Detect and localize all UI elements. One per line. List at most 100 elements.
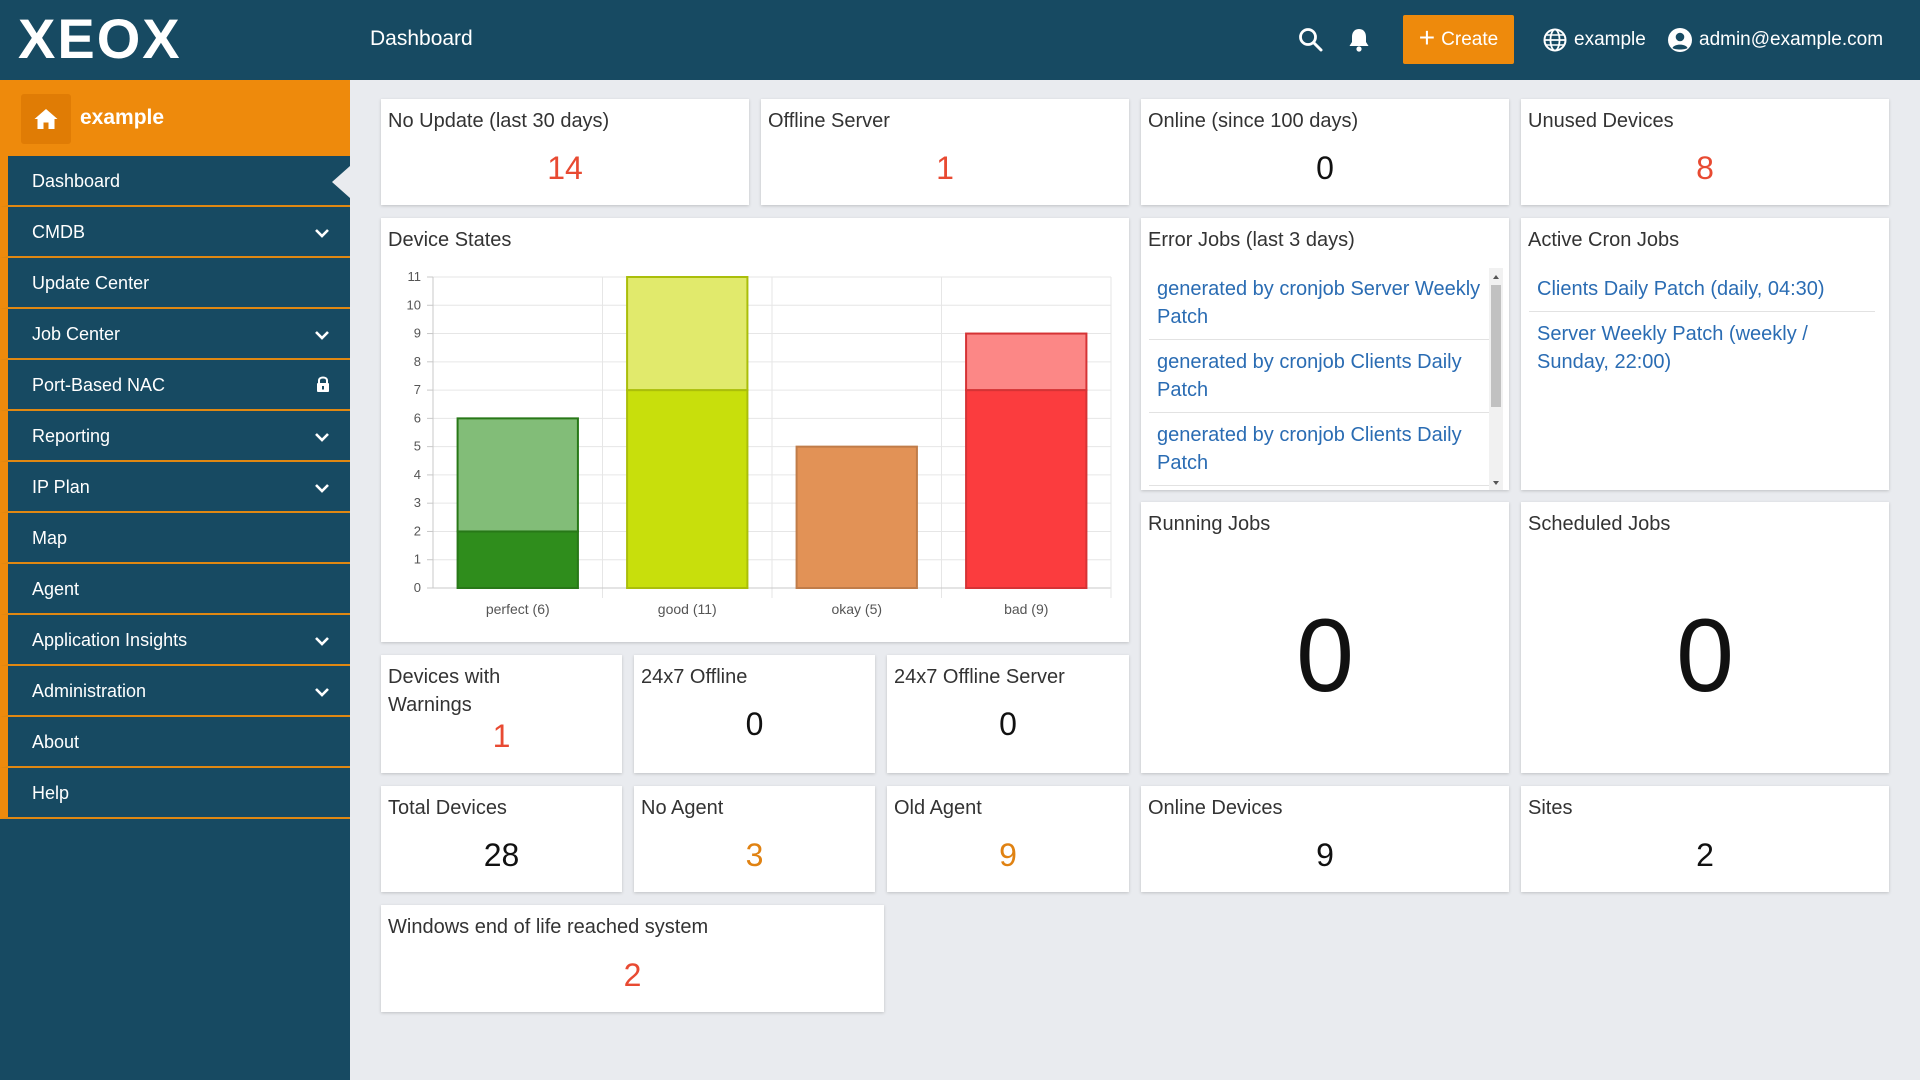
sidebar-item-agent[interactable]: Agent: [0, 564, 350, 615]
widget-scheduled-jobs[interactable]: Scheduled Jobs 0: [1521, 502, 1889, 773]
cron-job-link[interactable]: Clients Daily Patch (daily, 04:30): [1529, 267, 1875, 312]
sidebar-item-label: Application Insights: [32, 630, 188, 650]
y-tick-label: 5: [414, 439, 421, 454]
top-bar: XEOX Dashboard + Create example admin@ex…: [0, 0, 1920, 80]
y-tick-label: 8: [414, 354, 421, 369]
x-tick-label: okay (5): [831, 601, 882, 617]
widget-title: Sites: [1528, 797, 1573, 819]
widget-sites[interactable]: Sites 2: [1521, 786, 1889, 892]
widget-value: 9: [1316, 837, 1334, 873]
sidebar-item-application-insights[interactable]: Application Insights: [0, 615, 350, 666]
sidebar-nav: Dashboard CMDB Update Center Job Center …: [0, 156, 350, 819]
widget-windows-eol[interactable]: Windows end of life reached system 2: [381, 905, 884, 1012]
sidebar-item-administration[interactable]: Administration: [0, 666, 350, 717]
y-tick-label: 6: [414, 410, 421, 425]
sidebar-item-reporting[interactable]: Reporting: [0, 411, 350, 462]
widget-title: Running Jobs: [1148, 513, 1271, 535]
organization-selector[interactable]: example: [1542, 25, 1646, 55]
home-icon: [34, 109, 58, 129]
widget-devices-with-warnings[interactable]: Devices with Warnings 1: [381, 655, 622, 773]
y-tick-label: 3: [414, 495, 421, 510]
y-tick-label: 2: [414, 523, 421, 538]
y-tick-label: 9: [414, 326, 421, 341]
y-tick-label: 1: [414, 552, 421, 567]
cron-job-link[interactable]: Server Weekly Patch (weekly / Sunday, 22…: [1537, 323, 1808, 373]
widget-title: No Update (last 30 days): [388, 110, 610, 132]
user-menu[interactable]: admin@example.com: [1667, 25, 1883, 55]
sidebar-item-job-center[interactable]: Job Center: [0, 309, 350, 360]
widget-old-agent[interactable]: Old Agent 9: [887, 786, 1129, 892]
sidebar-item-ip-plan[interactable]: IP Plan: [0, 462, 350, 513]
user-avatar-icon: [1668, 28, 1692, 52]
widget-title: Old Agent: [894, 797, 982, 819]
widget-no-update[interactable]: No Update (last 30 days) 14: [381, 99, 749, 205]
widget-value: 2: [1696, 837, 1714, 873]
widget-title: Unused Devices: [1528, 110, 1674, 132]
widget-running-jobs[interactable]: Running Jobs 0: [1141, 502, 1509, 773]
widget-title: 24x7 Offline Server: [894, 666, 1065, 688]
widget-title: Device States: [388, 229, 512, 251]
widget-title: Online Devices: [1148, 797, 1283, 819]
chevron-down-icon: [315, 433, 329, 442]
create-button[interactable]: + Create: [1403, 15, 1514, 64]
active-indicator: [332, 166, 350, 198]
widget-error-jobs: Error Jobs (last 3 days) generated by cr…: [1141, 218, 1509, 490]
sidebar-item-about[interactable]: About: [0, 717, 350, 768]
lock-icon: [317, 376, 329, 392]
home-button[interactable]: [21, 94, 71, 144]
chart-bar-bad: [965, 332, 1088, 392]
organization-header: example: [0, 80, 350, 156]
widget-title: Error Jobs (last 3 days): [1148, 229, 1355, 251]
xeox-logo[interactable]: XEOX: [18, 14, 223, 64]
widget-value: 2: [623, 957, 642, 993]
notification-bell-icon[interactable]: [1345, 26, 1373, 54]
sidebar-item-port-based-nac[interactable]: Port-Based NAC: [0, 360, 350, 411]
widget-active-cron-jobs: Active Cron Jobs Clients Daily Patch (da…: [1521, 218, 1889, 490]
widget-total-devices[interactable]: Total Devices 28: [381, 786, 622, 892]
chart-bar-perfect: [456, 417, 579, 533]
sidebar-item-label: Update Center: [32, 273, 150, 293]
sidebar-item-label: Job Center: [32, 324, 121, 344]
widget-online-since[interactable]: Online (since 100 days) 0: [1141, 99, 1509, 205]
sidebar-item-dashboard[interactable]: Dashboard: [0, 156, 350, 207]
chevron-down-icon: [315, 229, 329, 238]
widget-title: Scheduled Jobs: [1528, 513, 1671, 535]
widget-24x7-offline-server[interactable]: 24x7 Offline Server 0: [887, 655, 1129, 773]
widget-value: 0: [1296, 598, 1354, 714]
widget-title: Windows end of life reached system: [388, 916, 709, 938]
y-tick-label: 7: [414, 382, 421, 397]
create-button-label: Create: [1441, 28, 1499, 50]
search-icon[interactable]: [1297, 26, 1325, 54]
y-tick-label: 0: [414, 580, 421, 595]
sidebar-item-help[interactable]: Help: [0, 768, 350, 819]
error-jobs-list: generated by cronjob Server Weekly Patch…: [1149, 267, 1501, 493]
error-job-link[interactable]: generated by cronjob Server Weekly Patch: [1149, 267, 1501, 340]
widget-value: 1: [492, 718, 511, 754]
sidebar-item-label: Administration: [32, 681, 147, 701]
chevron-down-icon: [315, 484, 329, 493]
chart-bar-okay: [795, 445, 918, 589]
organization-label: example: [1574, 29, 1646, 50]
sidebar-item-label: Port-Based NAC: [32, 375, 166, 395]
sidebar-item-update-center[interactable]: Update Center: [0, 258, 350, 309]
widget-title: Devices with Warnings: [388, 666, 501, 716]
sidebar-item-cmdb[interactable]: CMDB: [0, 207, 350, 258]
widget-unused-devices[interactable]: Unused Devices 8: [1521, 99, 1889, 205]
error-job-link[interactable]: generated by cronjob Clients Daily Patch: [1149, 413, 1501, 486]
widget-value: 0: [1676, 598, 1734, 714]
widget-title: Active Cron Jobs: [1528, 229, 1680, 251]
sidebar-item-label: Map: [32, 528, 68, 548]
sidebar-item-map[interactable]: Map: [0, 513, 350, 564]
y-tick-label: 10: [407, 297, 421, 312]
error-job-link[interactable]: generated by cronjob Clients Daily Patch: [1149, 340, 1501, 413]
widget-offline-server[interactable]: Offline Server 1: [761, 99, 1129, 205]
widget-online-devices[interactable]: Online Devices 9: [1141, 786, 1509, 892]
x-tick-label: perfect (6): [486, 601, 550, 617]
widget-24x7-offline[interactable]: 24x7 Offline 0: [634, 655, 875, 773]
sidebar: example Dashboard CMDB Update Center Job…: [0, 80, 350, 1080]
error-jobs-scrollbar[interactable]: [1489, 268, 1503, 490]
widget-no-agent[interactable]: No Agent 3: [634, 786, 875, 892]
widget-value: 0: [999, 706, 1017, 742]
x-tick-label: bad (9): [1004, 601, 1048, 617]
sidebar-item-label: IP Plan: [32, 477, 90, 497]
